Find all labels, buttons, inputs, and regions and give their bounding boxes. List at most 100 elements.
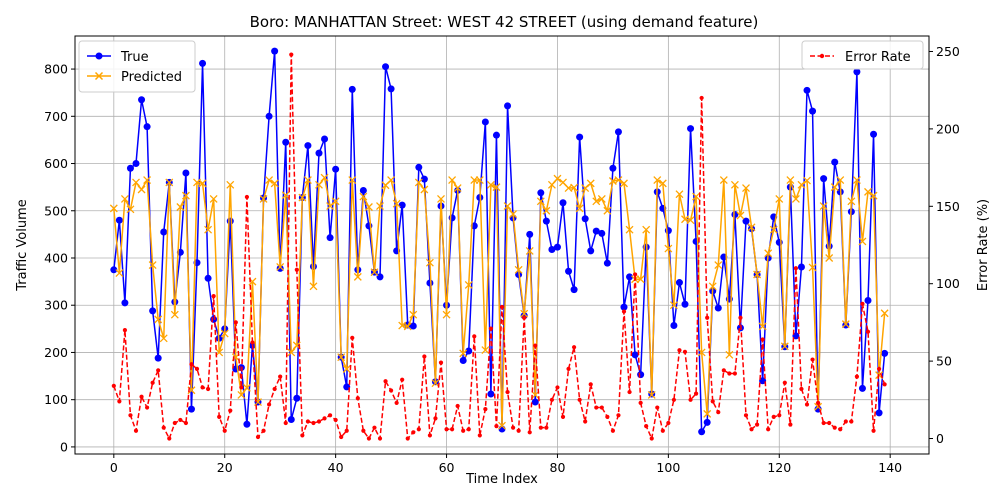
data-point-predicted	[620, 179, 628, 188]
data-point-true	[204, 274, 212, 282]
data-point-true	[797, 263, 805, 271]
data-point-predicted	[387, 176, 396, 185]
data-point-error-rate	[139, 394, 144, 399]
data-point-predicted	[764, 249, 773, 258]
data-point-error-rate	[838, 427, 843, 432]
series-predicted	[109, 173, 889, 430]
data-point-predicted	[403, 322, 412, 331]
data-point-error-rate	[693, 391, 699, 396]
data-point-error-rate	[644, 424, 649, 429]
data-point-predicted	[547, 180, 556, 189]
data-point-true	[343, 383, 351, 391]
data-point-predicted	[836, 176, 845, 185]
x-axis-ticks: 0 20 40 60 80 100 120 140	[110, 454, 902, 475]
data-point-predicted	[437, 194, 445, 203]
data-point-error-rate	[222, 428, 227, 433]
data-point-error-rate	[189, 362, 194, 367]
data-point-predicted	[337, 353, 346, 362]
data-point-error-rate	[278, 374, 283, 379]
data-point-error-rate	[649, 436, 654, 441]
x-tick-label: 120	[767, 460, 791, 475]
data-point-true	[587, 247, 595, 255]
data-point-predicted	[481, 346, 490, 355]
data-point-predicted	[658, 179, 667, 188]
data-point-error-rate	[111, 383, 116, 388]
data-point-error-rate	[544, 425, 549, 430]
data-point-true	[226, 217, 234, 225]
data-point-true	[276, 264, 284, 272]
data-point-error-rate	[754, 422, 760, 427]
data-point-error-rate	[400, 377, 405, 382]
data-point-predicted	[531, 391, 540, 399]
legend-predicted-label: Predicted	[121, 70, 182, 85]
data-point-predicted	[653, 176, 662, 185]
data-point-predicted	[498, 421, 506, 430]
data-point-true	[681, 300, 689, 308]
data-point-error-rate	[411, 430, 416, 435]
data-point-error-rate	[178, 417, 183, 423]
data-point-true	[459, 356, 467, 364]
series-line-error-rate	[113, 53, 886, 440]
series-layer	[109, 47, 889, 441]
data-point-error-rate	[827, 420, 832, 426]
x-tick-label: 0	[110, 460, 118, 475]
data-point-error-rate	[610, 428, 616, 433]
data-point-error-rate	[655, 405, 660, 410]
data-point-error-rate	[510, 425, 516, 430]
data-point-error-rate	[167, 436, 172, 441]
data-point-true	[581, 215, 589, 223]
data-point-error-rate	[594, 405, 599, 410]
data-point-true	[420, 175, 428, 183]
data-point-true	[559, 199, 567, 207]
data-point-predicted	[642, 225, 651, 234]
data-point-error-rate	[466, 427, 471, 432]
data-point-predicted	[459, 349, 468, 358]
data-point-predicted	[353, 272, 362, 281]
y2-axis-label: Error Rate (%)	[976, 199, 991, 291]
data-point-predicted	[814, 402, 823, 411]
data-point-error-rate	[627, 389, 632, 395]
data-point-error-rate	[377, 436, 383, 441]
legend-left: True Predicted	[78, 40, 196, 93]
data-point-error-rate	[144, 405, 150, 410]
data-point-true	[143, 123, 151, 131]
data-point-true	[110, 266, 118, 274]
data-point-predicted	[675, 190, 684, 199]
data-point-predicted	[603, 206, 612, 215]
data-point-error-rate	[461, 428, 466, 433]
data-point-true	[293, 394, 301, 402]
data-point-true	[626, 273, 634, 281]
data-point-error-rate	[516, 428, 521, 433]
data-point-predicted	[669, 301, 678, 310]
data-point-error-rate	[777, 413, 782, 418]
data-point-true	[492, 131, 500, 139]
data-point-error-rate	[682, 349, 688, 354]
y-tick-label: 0	[60, 439, 68, 454]
data-point-error-rate	[677, 348, 682, 353]
data-point-predicted	[830, 183, 839, 192]
data-point-true	[359, 186, 367, 194]
data-point-error-rate	[266, 402, 272, 407]
data-point-error-rate	[882, 382, 887, 387]
data-point-predicted	[281, 191, 290, 200]
data-point-error-rate	[771, 414, 776, 419]
data-point-error-rate	[527, 430, 532, 435]
data-point-error-rate	[444, 427, 449, 432]
data-point-predicted	[315, 180, 323, 189]
data-point-error-rate	[405, 436, 410, 441]
data-point-error-rate	[472, 334, 477, 339]
data-point-predicted	[148, 261, 157, 270]
data-point-predicted	[819, 202, 828, 210]
data-point-true	[542, 217, 550, 225]
right-axis-ticks: 0 50 100 150 200 250	[929, 44, 960, 446]
data-point-error-rate	[632, 272, 638, 277]
data-point-predicted	[841, 320, 850, 329]
data-point-error-rate	[505, 389, 510, 395]
data-point-error-rate	[305, 419, 311, 424]
y-axis-label: Traffic Volume	[15, 199, 30, 292]
data-point-error-rate	[355, 396, 360, 401]
data-point-predicted	[342, 365, 351, 373]
data-point-predicted	[686, 216, 695, 225]
data-point-true	[809, 107, 817, 115]
data-point-predicted	[348, 176, 357, 185]
